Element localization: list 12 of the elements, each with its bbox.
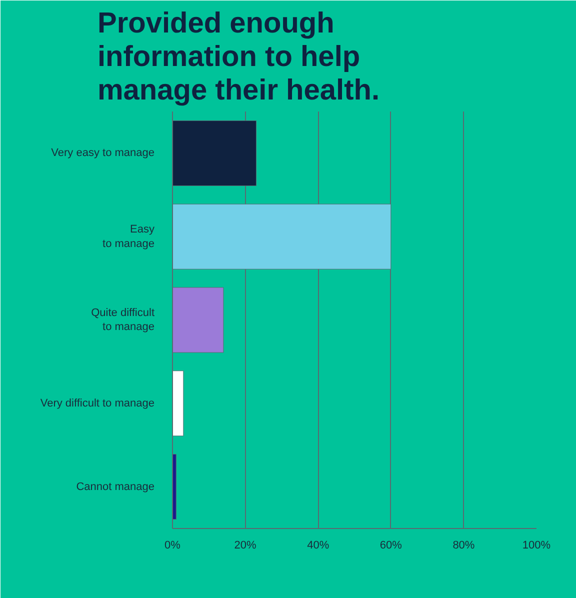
chart-title: Provided enough information to help manage their health. (98, 7, 380, 106)
y-tick-label: Very difficult to manage (40, 397, 155, 410)
x-tick-label: 60% (380, 540, 402, 552)
y-tick-label: Quite difficult to manage (91, 306, 155, 334)
x-tick-label: 80% (452, 540, 475, 552)
x-tick-label: 0% (164, 540, 181, 552)
x-tick-label: 40% (307, 540, 330, 552)
y-tick-label: Cannot manage (76, 480, 155, 493)
x-tick-label: 20% (234, 540, 257, 552)
y-tick-label: Easy to manage (102, 223, 155, 250)
x-tick-label: 100% (522, 540, 551, 552)
y-tick-label: Very easy to manage (51, 147, 155, 160)
